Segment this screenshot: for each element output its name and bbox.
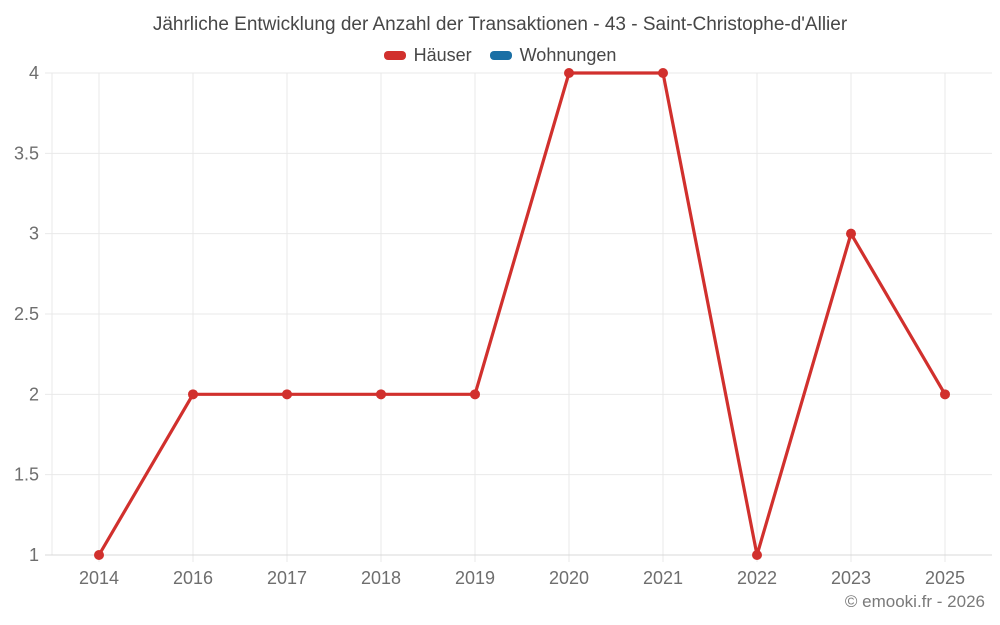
legend: Häuser Wohnungen — [0, 45, 1000, 66]
chart-title: Jährliche Entwicklung der Anzahl der Tra… — [152, 14, 848, 35]
data-point[interactable] — [188, 389, 198, 400]
y-axis-tick-label: 2.5 — [14, 304, 39, 324]
legend-item-wohnungen[interactable]: Wohnungen — [489, 45, 617, 66]
legend-swatch-wohnungen-icon — [489, 51, 512, 60]
series-line-Häuser — [97, 71, 947, 557]
x-axis-tick-label: 2023 — [831, 568, 871, 588]
data-point[interactable] — [470, 389, 480, 400]
y-axis-tick-label: 4 — [29, 63, 39, 83]
data-point[interactable] — [94, 550, 104, 560]
x-axis-tick-label: 2025 — [925, 568, 965, 588]
data-point[interactable] — [564, 68, 574, 78]
x-axis-tick-label: 2014 — [79, 568, 119, 588]
y-axis-tick-label: 1.5 — [14, 465, 39, 485]
y-axis-tick-label: 1 — [29, 545, 39, 565]
copyright-credit: © emooki.fr - 2026 — [844, 592, 985, 611]
x-axis-tick-label: 2017 — [267, 568, 307, 588]
x-axis-tick-label: 2022 — [737, 568, 777, 588]
data-point[interactable] — [376, 389, 386, 400]
x-axis-tick-label: 2018 — [361, 568, 401, 588]
y-axis-tick-label: 2 — [29, 384, 39, 404]
data-point[interactable] — [282, 389, 292, 400]
legend-swatch-haeuser-icon — [383, 51, 406, 60]
legend-item-haeuser[interactable]: Häuser — [383, 45, 472, 66]
x-axis-tick-label: 2021 — [643, 568, 683, 588]
y-axis-tick-label: 3.5 — [14, 143, 39, 163]
x-axis-tick-label: 2016 — [173, 568, 213, 588]
data-point[interactable] — [940, 389, 950, 400]
legend-label-haeuser: Häuser — [413, 45, 472, 65]
legend-label-wohnungen: Wohnungen — [519, 45, 617, 65]
data-point[interactable] — [752, 550, 762, 560]
y-axis-tick-label: 3 — [29, 224, 39, 244]
x-axis-tick-label: 2019 — [455, 568, 495, 588]
x-axis-tick-label: 2020 — [549, 568, 589, 588]
data-point[interactable] — [846, 228, 856, 239]
data-point[interactable] — [658, 68, 668, 78]
